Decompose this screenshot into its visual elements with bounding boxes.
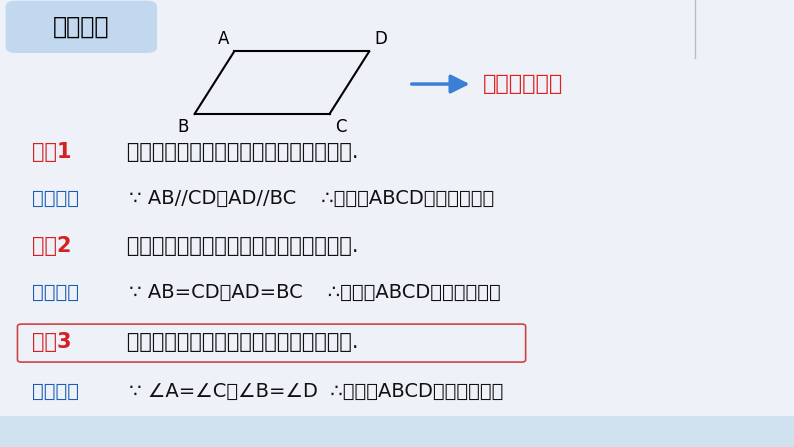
Text: C: C (335, 118, 346, 135)
Text: A: A (218, 30, 229, 48)
Text: 两组对边分别平行的四边形是平行四边形.: 两组对边分别平行的四边形是平行四边形. (107, 142, 359, 162)
Text: 数学语言: 数学语言 (32, 382, 79, 401)
Text: ∵ AB=CD、AD=BC    ∴四边形ABCD是平行四边形: ∵ AB=CD、AD=BC ∴四边形ABCD是平行四边形 (123, 283, 501, 302)
Bar (0, 416, 794, 447)
Text: 平行四边形？: 平行四边形？ (483, 74, 563, 94)
Text: 两组对角分别相等的四边形是平行四边形.: 两组对角分别相等的四边形是平行四边形. (107, 332, 359, 352)
Text: 判定1: 判定1 (32, 142, 71, 162)
Text: B: B (178, 118, 189, 135)
Text: 数学语言: 数学语言 (32, 283, 79, 302)
Text: ∵ AB//CD、AD//BC    ∴四边形ABCD是平行四边形: ∵ AB//CD、AD//BC ∴四边形ABCD是平行四边形 (123, 190, 495, 208)
Text: 数学语言: 数学语言 (32, 190, 79, 208)
Text: 判定2: 判定2 (32, 236, 71, 256)
Text: 判定3: 判定3 (32, 332, 71, 352)
FancyBboxPatch shape (6, 1, 156, 52)
Text: D: D (374, 30, 387, 48)
Text: 知识回顾: 知识回顾 (53, 15, 110, 39)
Text: 两组对边分别相等的四边形是平行四边形.: 两组对边分别相等的四边形是平行四边形. (107, 236, 359, 256)
Text: ∵ ∠A=∠C，∠B=∠D  ∴四边形ABCD是平行四边形: ∵ ∠A=∠C，∠B=∠D ∴四边形ABCD是平行四边形 (123, 382, 503, 401)
